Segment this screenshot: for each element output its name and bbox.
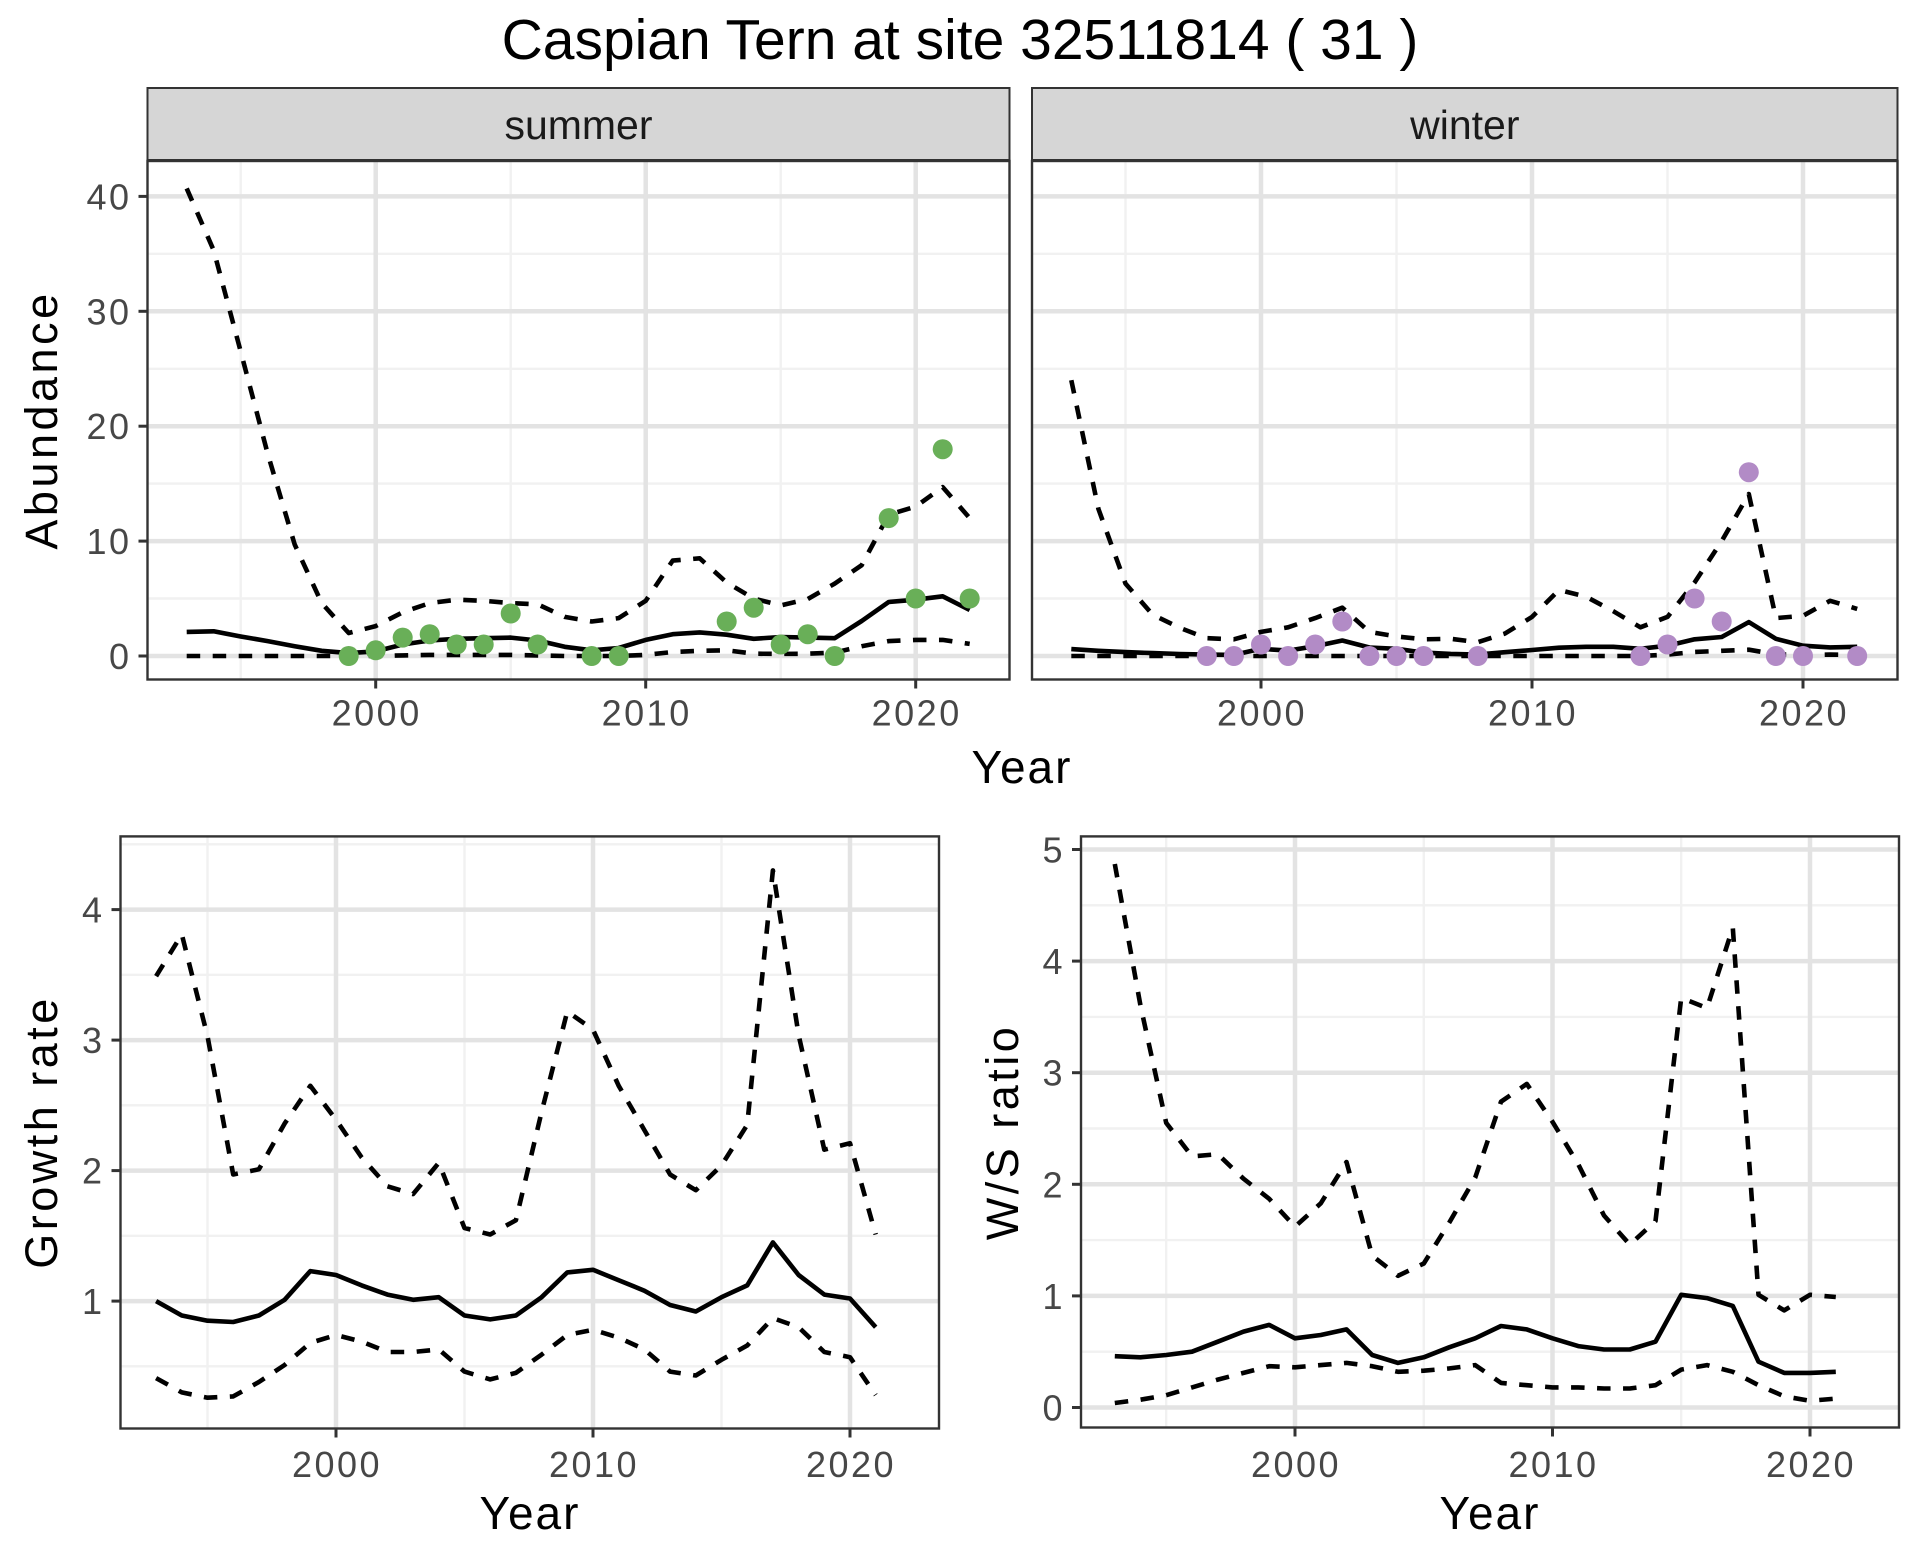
svg-text:2020: 2020 (872, 693, 962, 734)
svg-text:10: 10 (86, 521, 131, 562)
svg-text:4: 4 (1042, 941, 1065, 982)
svg-text:Caspian Tern at site 32511814: Caspian Tern at site 32511814 ( 31 ) (502, 8, 1419, 72)
svg-text:2000: 2000 (292, 1444, 382, 1485)
svg-text:2010: 2010 (1508, 1444, 1598, 1485)
svg-text:Year: Year (1440, 1487, 1541, 1539)
svg-text:Year: Year (480, 1487, 581, 1539)
svg-text:2: 2 (1042, 1164, 1065, 1205)
svg-text:30: 30 (86, 291, 131, 332)
svg-text:0: 0 (109, 636, 132, 677)
svg-text:winter: winter (1409, 102, 1519, 148)
svg-text:2010: 2010 (549, 1444, 639, 1485)
svg-text:1: 1 (82, 1281, 105, 1322)
svg-text:summer: summer (504, 102, 652, 148)
svg-text:Abundance: Abundance (16, 290, 67, 549)
svg-text:Growth rate: Growth rate (16, 995, 67, 1269)
svg-text:Year: Year (972, 741, 1073, 793)
svg-text:2020: 2020 (1766, 1444, 1856, 1485)
svg-text:20: 20 (86, 406, 131, 447)
svg-text:2010: 2010 (602, 693, 692, 734)
svg-text:40: 40 (86, 176, 131, 217)
svg-text:3: 3 (82, 1020, 105, 1061)
svg-text:0: 0 (1042, 1388, 1065, 1429)
svg-text:1: 1 (1042, 1276, 1065, 1317)
svg-text:5: 5 (1042, 830, 1065, 871)
svg-text:2000: 2000 (332, 693, 422, 734)
svg-text:3: 3 (1042, 1053, 1065, 1094)
svg-text:W/S ratio: W/S ratio (977, 1024, 1028, 1241)
svg-text:2: 2 (82, 1151, 105, 1192)
svg-text:4: 4 (82, 890, 105, 931)
svg-text:2020: 2020 (806, 1444, 896, 1485)
svg-text:2020: 2020 (1759, 693, 1849, 734)
svg-text:2000: 2000 (1217, 693, 1307, 734)
svg-text:2010: 2010 (1488, 693, 1578, 734)
svg-text:2000: 2000 (1251, 1444, 1341, 1485)
